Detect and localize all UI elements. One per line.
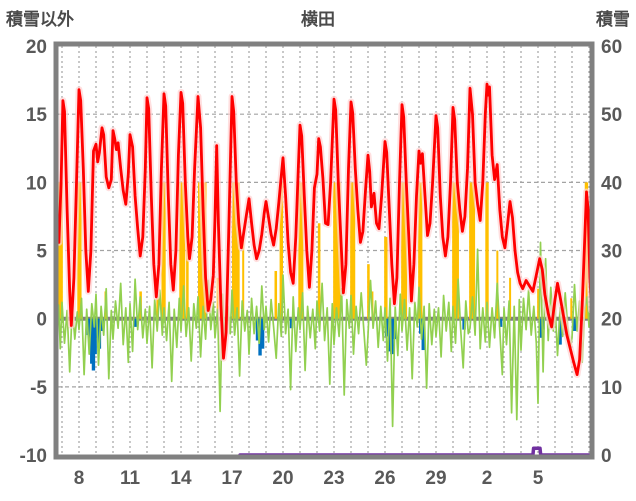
blue-bar-series: [260, 318, 265, 349]
orange-bar-series: [274, 270, 278, 319]
right-axis-tick-label: 40: [601, 173, 622, 194]
x-axis-tick-label: 14: [170, 468, 192, 489]
blue-bar-series: [133, 318, 137, 327]
orange-bar-series: [469, 182, 476, 319]
orange-bar-series: [156, 298, 159, 319]
snow-depth-line: [238, 446, 590, 455]
blue-bar-series: [289, 318, 294, 329]
blue-bar-series: [390, 318, 394, 355]
orange-bar-series: [58, 182, 63, 319]
x-axis-tick-label: 5: [533, 468, 544, 489]
blue-bar-series: [93, 318, 97, 355]
orange-bar-series: [333, 182, 341, 319]
orange-bar-series: [418, 182, 423, 319]
orange-bar-series: [77, 182, 82, 319]
x-axis-tick-label: 8: [74, 468, 85, 489]
blue-bar-series: [498, 318, 503, 327]
orange-bar-series: [452, 182, 459, 319]
right-axis-tick-label: 50: [601, 105, 622, 126]
orange-bar-series: [384, 236, 388, 319]
x-axis-tick-label: 11: [120, 468, 141, 489]
blue-bar-series: [558, 318, 562, 345]
left-axis-tick-label: -5: [30, 378, 47, 399]
right-axis-title: 積雪: [596, 10, 630, 29]
blue-bar-series: [421, 318, 425, 351]
plot-border: [53, 41, 595, 460]
right-axis-tick-label: 30: [601, 242, 622, 263]
orange-bar-series: [570, 298, 573, 319]
left-axis-tick-label: 15: [26, 105, 48, 126]
x-axis-tick-label: 17: [221, 468, 242, 489]
orange-bar-series: [509, 277, 512, 319]
orange-bar-series: [367, 264, 370, 319]
red-line-series: [58, 82, 590, 377]
orange-bar-series: [161, 182, 166, 319]
orange-bar-series: [485, 182, 489, 319]
x-axis-tick-label: 20: [272, 468, 293, 489]
orange-bar-series: [232, 182, 240, 319]
left-axis-tick-label: 0: [36, 310, 47, 331]
orange-bar-series: [401, 182, 408, 319]
orange-bar-series: [298, 182, 304, 319]
x-axis-tick-label: 29: [425, 468, 446, 489]
green-line-series: [58, 241, 590, 428]
plot-area: [58, 80, 590, 455]
blue-bar-series: [541, 318, 545, 330]
orange-bar-series: [350, 182, 356, 319]
right-axis-tick-label: 0: [601, 446, 612, 467]
blue-bar-series: [572, 318, 577, 331]
left-axis-tick-label: 20: [26, 37, 47, 58]
orange-bar-series: [279, 182, 283, 319]
orange-bar-series: [186, 223, 189, 319]
right-axis-tick-label: 20: [601, 310, 622, 331]
orange-bar-series: [537, 288, 540, 319]
right-axis-tick-label: 60: [601, 37, 622, 58]
orange-bar-series: [317, 223, 321, 319]
blue-bar-series: [538, 318, 543, 338]
x-axis-tick-label: 26: [374, 468, 395, 489]
left-axis-tick-label: -10: [20, 446, 47, 467]
left-axis-title: 積雪以外: [6, 10, 74, 29]
x-axis-tick-label: 23: [323, 468, 344, 489]
left-axis-tick-label: 10: [26, 173, 47, 194]
orange-bar-series: [242, 236, 245, 319]
left-axis-tick-label: 5: [36, 242, 47, 263]
right-axis-tick-label: 10: [601, 378, 622, 399]
chart-title: 横田: [301, 10, 335, 29]
orange-bar-series: [179, 182, 186, 319]
x-axis-tick-label: 2: [482, 468, 493, 489]
